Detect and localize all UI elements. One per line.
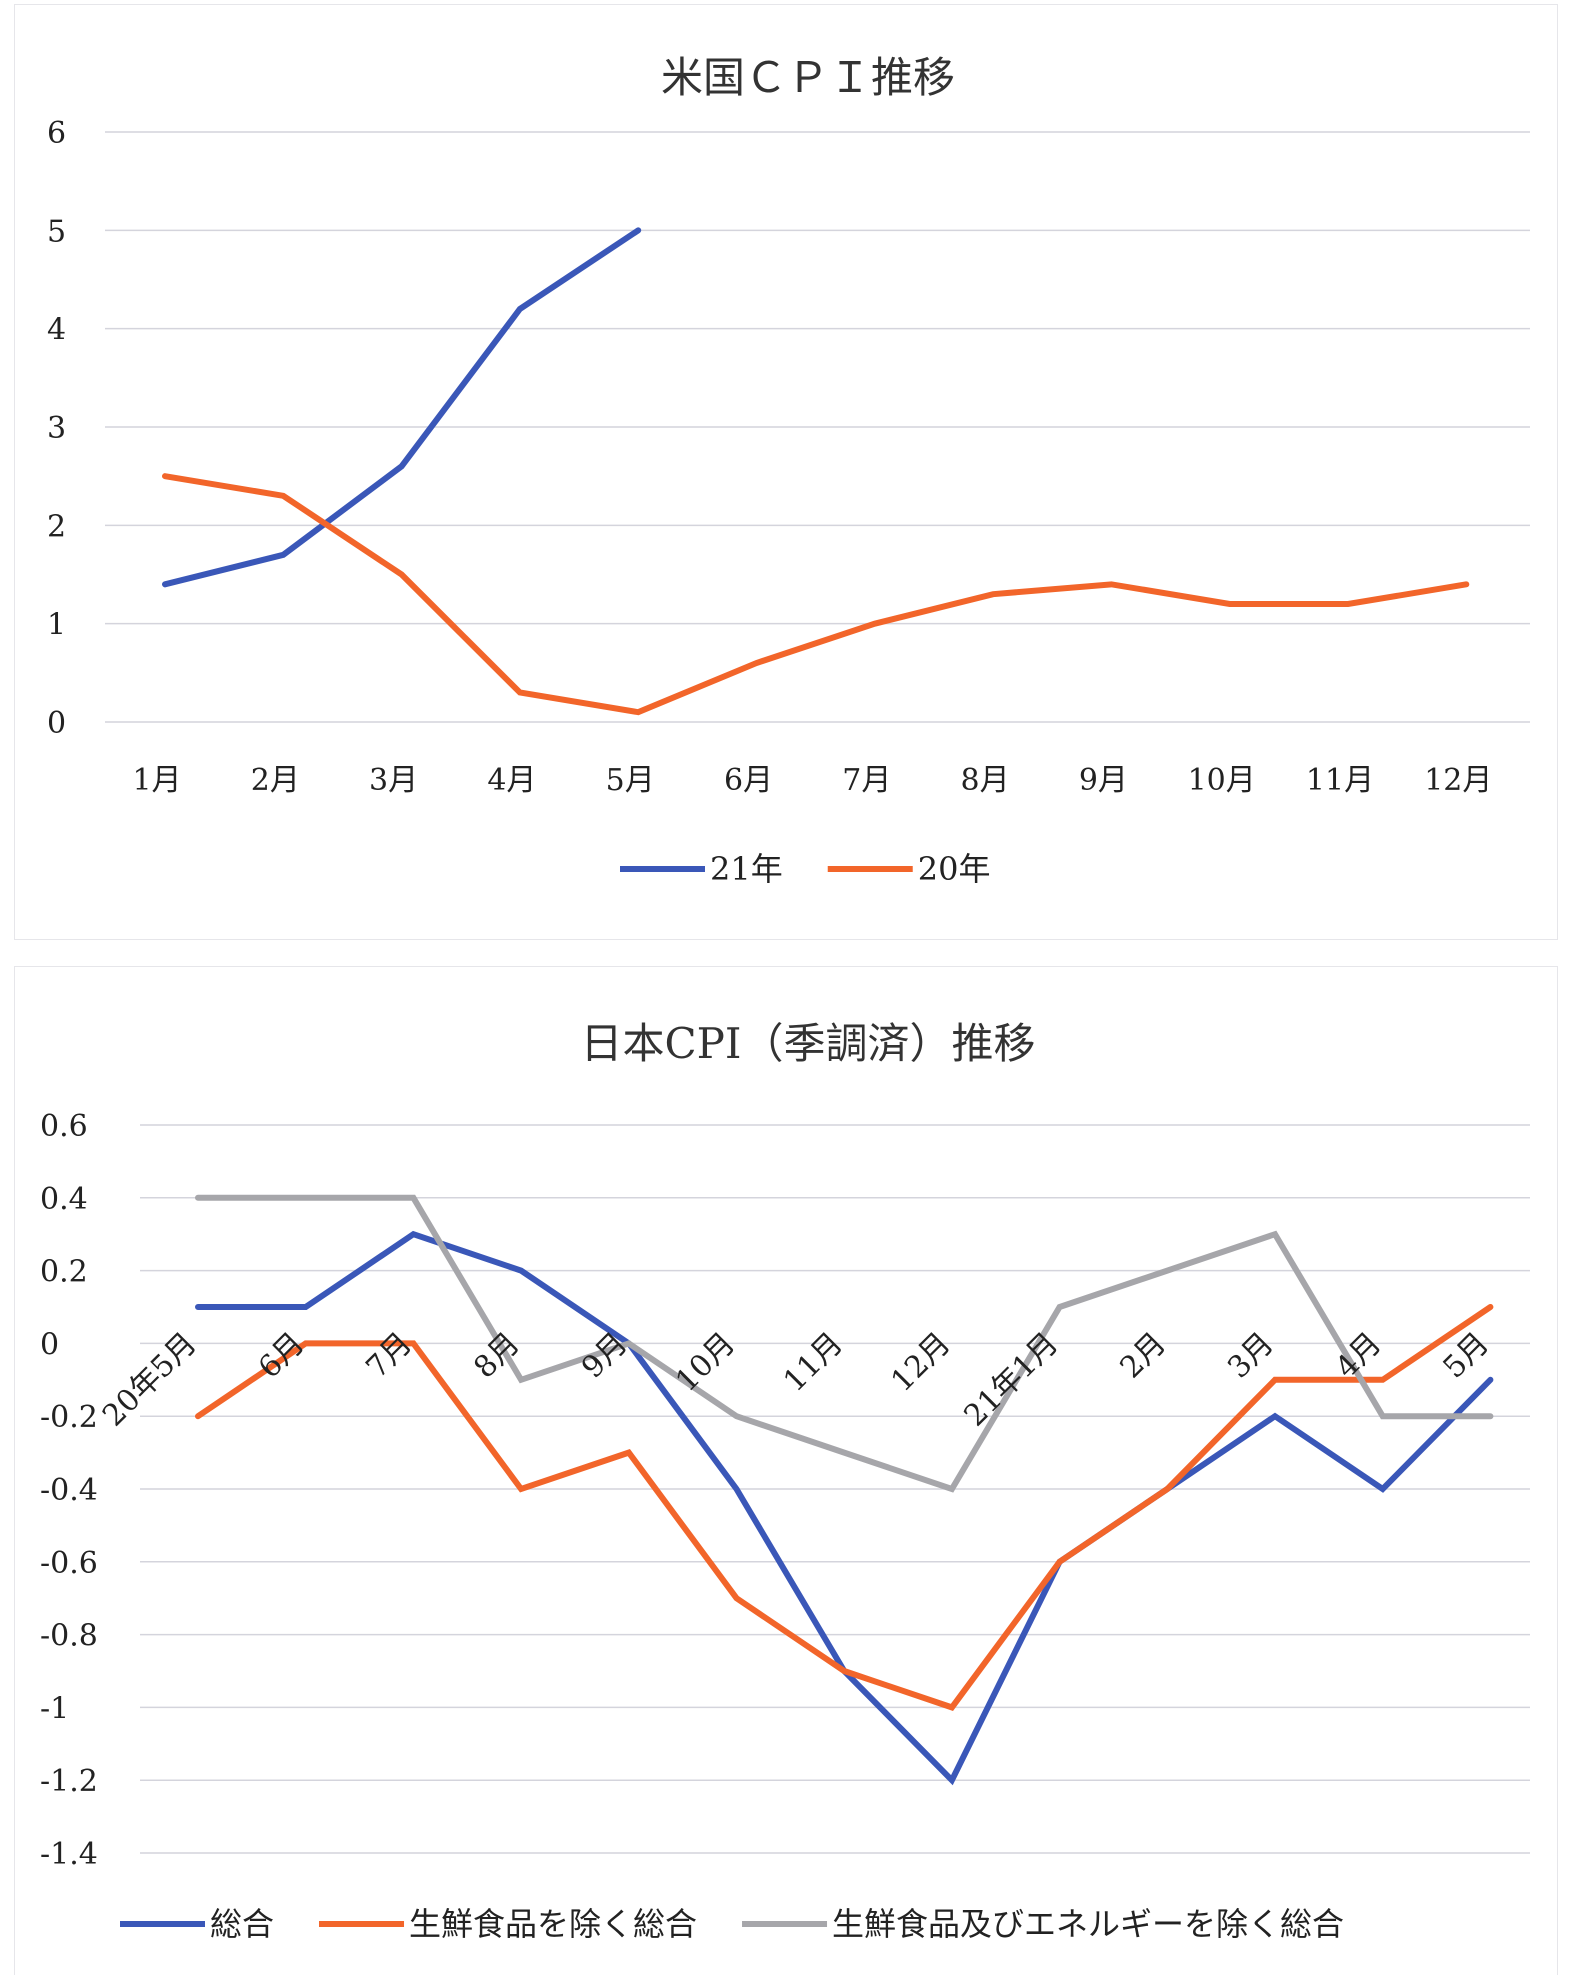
jp-y-tick-label: 0 xyxy=(40,1327,59,1362)
jp-x-tick-label: 7月 xyxy=(360,1326,419,1385)
us-x-tick-label: 8月 xyxy=(961,763,1010,798)
japan-chart-title: 日本CPI（季調済）推移 xyxy=(581,1019,1036,1068)
jp-x-tick-label: 2月 xyxy=(1113,1326,1172,1385)
jp-y-tick-label: 0.4 xyxy=(40,1182,88,1217)
jp-y-tick-label: -0.2 xyxy=(40,1400,98,1435)
us-legend-label-1: 21年 xyxy=(710,850,783,888)
jp-legend-label-1: 総合 xyxy=(210,1905,274,1943)
japan-plot-area: -1.4 -1.2 -1 -0.8 -0.6 -0.4 -0.2 0 0.2 0.4 0.6 20年5… xyxy=(40,1109,1530,1943)
us-legend-label-2: 20年 xyxy=(918,850,991,888)
jp-y-tick-label: -1 xyxy=(40,1691,69,1726)
jp-legend-label-3: 生鮮食品及びエネルギーを除く総合 xyxy=(832,1905,1344,1943)
us-plot-area: 0 1 2 3 4 5 6 1月 2月 3月 4月 5月 6月 7月 8月 9月 10月 11月 12月 21年 20年 xyxy=(47,116,1530,888)
us-x-tick-label: 9月 xyxy=(1079,763,1128,798)
us-x-tick-label: 5月 xyxy=(606,763,655,798)
jp-y-tick-label: -0.6 xyxy=(40,1546,98,1581)
us-series-line-2 xyxy=(162,473,1470,716)
jp-series-line-2 xyxy=(195,1304,1494,1711)
us-x-tick-label: 3月 xyxy=(369,763,418,798)
jp-series-line-3 xyxy=(195,1194,1494,1493)
us-x-tick-label: 10月 xyxy=(1188,763,1256,798)
jp-y-tick-label: -1.4 xyxy=(40,1837,98,1872)
jp-x-tick-label: 3月 xyxy=(1221,1326,1280,1385)
us-y-tick-label: 6 xyxy=(47,116,66,151)
jp-x-tick-label: 11月 xyxy=(777,1326,850,1399)
jp-y-tick-label: 0.6 xyxy=(40,1109,88,1144)
us-chart-title: 米国ＣＰＩ推移 xyxy=(661,53,955,102)
jp-y-tick-label: 0.2 xyxy=(40,1255,88,1290)
us-x-tick-label: 4月 xyxy=(487,763,536,798)
jp-y-tick-label: -0.4 xyxy=(40,1473,98,1508)
jp-y-tick-label: -0.8 xyxy=(40,1619,98,1654)
jp-legend-label-2: 生鮮食品を除く総合 xyxy=(409,1905,697,1943)
us-x-tick-label: 12月 xyxy=(1424,763,1492,798)
jp-x-tick-label: 12月 xyxy=(885,1326,958,1399)
us-y-tick-label: 2 xyxy=(47,509,66,544)
us-y-tick-label: 0 xyxy=(47,706,66,741)
jp-x-tick-label: 9月 xyxy=(575,1326,634,1385)
japan-cpi-chart-panel xyxy=(14,966,1558,1975)
us-y-tick-label: 3 xyxy=(47,411,66,446)
us-x-tick-label: 2月 xyxy=(251,763,300,798)
us-y-tick-label: 5 xyxy=(47,214,66,249)
jp-y-tick-label: -1.2 xyxy=(40,1764,98,1799)
us-x-tick-label: 1月 xyxy=(132,763,181,798)
jp-x-tick-label: 10月 xyxy=(669,1326,742,1399)
us-cpi-chart-panel xyxy=(14,4,1558,940)
jp-x-tick-label: 20年5月 xyxy=(96,1326,204,1434)
us-x-tick-label: 11月 xyxy=(1306,763,1374,798)
jp-x-tick-label: 21年1月 xyxy=(958,1326,1066,1434)
us-y-tick-label: 4 xyxy=(47,313,66,348)
us-x-tick-label: 7月 xyxy=(842,763,891,798)
jp-series-line-1 xyxy=(195,1230,1494,1786)
us-series-line-1 xyxy=(162,227,642,588)
us-y-tick-label: 1 xyxy=(47,608,66,643)
us-x-tick-label: 6月 xyxy=(724,763,773,798)
